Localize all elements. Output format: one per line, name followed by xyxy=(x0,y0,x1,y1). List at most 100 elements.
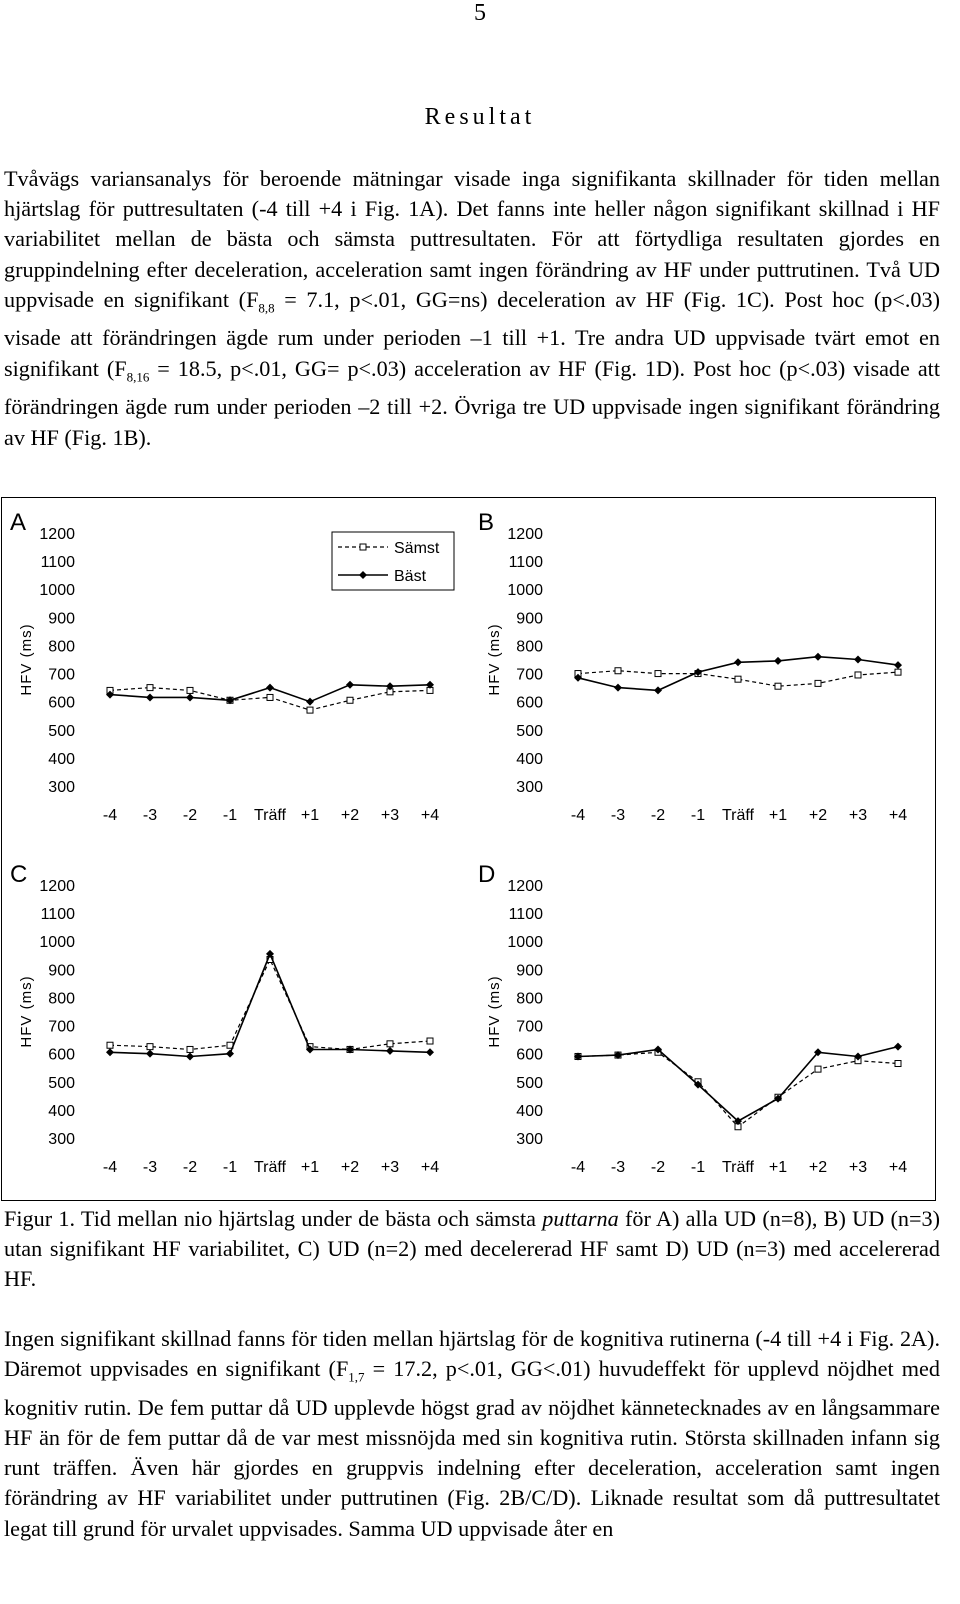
panel-c-ytick: 700 xyxy=(48,1019,75,1036)
panel-d-ytick: 900 xyxy=(516,962,543,979)
panel-c-xtick: -3 xyxy=(143,1159,157,1176)
caption-text-2: för A) alla UD (n=8), B) UD (n=3) utan s… xyxy=(4,1206,940,1292)
panel-d-xtick: -3 xyxy=(611,1159,625,1176)
panel-b-point-bast xyxy=(694,668,702,677)
panel-b-xtick: -4 xyxy=(571,807,585,824)
panel-c-xtick: +1 xyxy=(301,1159,319,1176)
panel-c-point-bast xyxy=(106,1048,114,1057)
panel-b-xtick: +4 xyxy=(889,807,907,824)
panel-b-point-samst xyxy=(654,670,662,678)
panel-b-xtick: +1 xyxy=(769,807,787,824)
panel-c-ylabel: HFV (ms) xyxy=(18,975,35,1047)
panel-a-ylabel: HFV (ms) xyxy=(18,623,35,695)
caption-emphasis: puttarna xyxy=(542,1206,619,1231)
panel-b-point-bast xyxy=(774,656,782,665)
panel-a-ytick: 400 xyxy=(48,751,75,768)
panel-a-point-bast xyxy=(346,680,354,689)
panel-a-point-samst xyxy=(186,686,194,694)
panel-d-point-bast xyxy=(654,1045,662,1054)
panel-d-point-bast xyxy=(574,1052,582,1061)
panel-b-xtick: +2 xyxy=(809,807,827,824)
panel-b-ytick: 400 xyxy=(516,751,543,768)
panel-b-series-samst-line xyxy=(577,670,899,687)
second-paragraph: Ingen signifikant skillnad fanns för tid… xyxy=(4,1324,940,1544)
panel-d-xtick: Träff xyxy=(722,1159,755,1176)
panel-d-xtick: -4 xyxy=(571,1159,585,1176)
panel-c-xtick: Träff xyxy=(254,1159,287,1176)
panel-c-point-samst xyxy=(106,1041,114,1049)
panel-a-ytick: 1000 xyxy=(39,582,75,599)
panel-a-ytick: 1200 xyxy=(39,526,75,543)
panel-b-ytick: 500 xyxy=(516,723,543,740)
panel-a-xtick: -1 xyxy=(223,807,237,824)
panel-c-ytick: 1000 xyxy=(39,934,75,951)
panel-d-xtick: -1 xyxy=(691,1159,705,1176)
panel-c-letter: C xyxy=(10,861,27,888)
panel-a-legend-label: Bäst xyxy=(394,568,427,585)
panel-c-ytick: 1200 xyxy=(39,878,75,895)
panel-a-point-bast xyxy=(146,693,154,702)
panel-d-series-bast-line xyxy=(577,1045,899,1123)
figure-1-charts: A HFV (ms) 300 400 500 600 700 800 900 1000 1100 12… xyxy=(10,509,907,1176)
panel-a-ytick: 300 xyxy=(48,779,75,796)
panel-c-series-bast-line xyxy=(109,951,431,1058)
panel-d-xtick: +4 xyxy=(889,1159,907,1176)
panel-d-xtick: +1 xyxy=(769,1159,787,1176)
panel-c-point-samst xyxy=(426,1037,434,1045)
panel-d-point-bast xyxy=(774,1094,782,1103)
panel-c-xtick: -1 xyxy=(223,1159,237,1176)
panel-a-point-bast xyxy=(306,697,314,706)
page-number: 5 xyxy=(474,0,486,26)
panel-a-point-bast xyxy=(266,683,274,692)
panel-d-point-samst xyxy=(894,1060,902,1068)
panel-a-xtick: -2 xyxy=(183,807,197,824)
panel-c-point-samst xyxy=(186,1045,194,1053)
panel-c-xtick: +2 xyxy=(341,1159,359,1176)
para1-text-3: = 18.5, p<.01, GG= p<.03) acceleration a… xyxy=(4,355,940,450)
panel-d-series-samst-line xyxy=(577,1051,899,1128)
panel-a-xtick: +3 xyxy=(381,807,399,824)
panel-b-xtick: -2 xyxy=(651,807,665,824)
panel-c-ytick: 400 xyxy=(48,1103,75,1120)
panel-a-ytick: 700 xyxy=(48,667,75,684)
panel-b-ytick: 300 xyxy=(516,779,543,796)
panel-c-ytick: 300 xyxy=(48,1131,75,1148)
panel-b-point-bast xyxy=(854,655,862,664)
panel-c-point-bast xyxy=(186,1052,194,1061)
panel-d-xtick: -2 xyxy=(651,1159,665,1176)
panel-a-legend-label: Sämst xyxy=(394,540,440,557)
panel-c-point-bast xyxy=(426,1048,434,1057)
panel-b-ytick: 1200 xyxy=(507,526,543,543)
panel-d-letter: D xyxy=(478,861,495,888)
panel-a-legend-marker xyxy=(359,543,367,551)
panel-c-point-bast xyxy=(386,1046,394,1055)
panel-a-xtick: +4 xyxy=(421,807,439,824)
panel-c-ytick: 600 xyxy=(48,1047,75,1064)
panel-d-ytick: 700 xyxy=(516,1019,543,1036)
panel-d-point-bast xyxy=(814,1048,822,1057)
panel-d-ytick: 400 xyxy=(516,1103,543,1120)
panel-a-ytick: 800 xyxy=(48,638,75,655)
panel-b-ytick: 600 xyxy=(516,695,543,712)
panel-a-letter: A xyxy=(10,509,26,536)
para2-text-1: Ingen signifikant skillnad fanns för tid… xyxy=(4,1326,940,1382)
panel-b-ytick: 1000 xyxy=(507,582,543,599)
panel-a-point-bast xyxy=(186,693,194,702)
para1-subscript-1: 8,8 xyxy=(258,300,275,316)
panel-a-point-bast xyxy=(106,690,114,699)
panel-a-xtick: Träff xyxy=(254,807,287,824)
figure-1: A HFV (ms) 300 400 500 600 700 800 900 1000 1100 12… xyxy=(1,497,936,1201)
panel-a-point-samst xyxy=(146,684,154,692)
panel-a-xtick: +1 xyxy=(301,807,319,824)
panel-a-ytick: 900 xyxy=(48,610,75,627)
panel-a-xtick: +2 xyxy=(341,807,359,824)
panel-a-ytick: 600 xyxy=(48,695,75,712)
panel-c-point-bast xyxy=(346,1045,354,1054)
panel-c-xtick: +4 xyxy=(421,1159,439,1176)
panel-a-point-samst xyxy=(306,706,314,714)
panel-b-xtick: Träff xyxy=(722,807,755,824)
panel-d-xtick: +2 xyxy=(809,1159,827,1176)
panel-d-point-samst xyxy=(814,1065,822,1073)
panel-a-legend-marker xyxy=(359,571,367,579)
panel-d-point-bast xyxy=(894,1042,902,1051)
